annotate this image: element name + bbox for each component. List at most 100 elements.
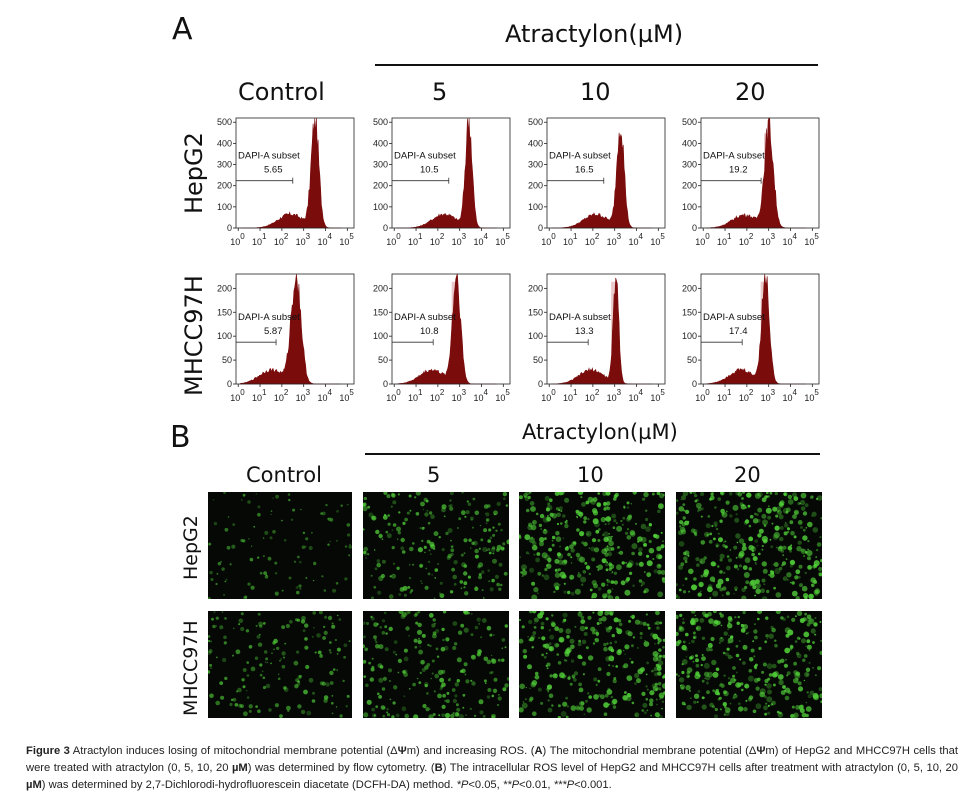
- fluorescent-cell: [427, 521, 431, 525]
- fluorescent-cell: [729, 702, 732, 705]
- fluorescent-cell: [719, 553, 725, 559]
- x-tick-exponent: 5: [505, 232, 510, 241]
- x-tick-label: 10: [783, 393, 793, 403]
- fluorescent-cell: [403, 695, 406, 698]
- fluorescent-cell: [800, 492, 807, 499]
- fluorescent-cell: [547, 502, 551, 506]
- fluorescent-cell: [654, 672, 658, 677]
- fluorescent-cell: [527, 636, 529, 638]
- fluorescent-cell: [642, 497, 646, 501]
- fluorescent-cell: [762, 568, 768, 574]
- fluorescent-cell: [614, 595, 620, 599]
- fluorescent-cell: [797, 501, 801, 506]
- fluorescent-cell: [371, 657, 374, 660]
- fluorescent-cell: [453, 642, 458, 646]
- fluorescent-cell: [765, 702, 768, 705]
- fluorescent-cell: [681, 495, 686, 501]
- fluorescent-cell: [258, 633, 261, 636]
- fluorescent-cell: [685, 632, 689, 637]
- fluorescent-cell: [402, 670, 406, 674]
- fluorescent-cell: [807, 565, 812, 570]
- fluorescent-cell: [711, 524, 714, 528]
- fluorescent-cell: [474, 625, 479, 630]
- fluorescent-cell: [470, 516, 474, 521]
- fluorescent-cell: [790, 544, 793, 547]
- x-tick-exponent: 5: [349, 388, 354, 397]
- fluorescent-cell: [208, 651, 212, 655]
- fluorescent-cell: [646, 661, 649, 665]
- caption-psi: Ψ: [756, 745, 766, 757]
- fluorescent-cell: [600, 694, 605, 700]
- fluorescent-cell: [476, 617, 481, 622]
- fluorescent-cell: [606, 584, 609, 586]
- fluorescent-cell: [223, 641, 227, 645]
- fluorescent-cell: [393, 685, 398, 690]
- fluorescent-cell: [694, 499, 698, 503]
- fluorescent-cell: [688, 568, 694, 575]
- fluorescent-cell: [585, 699, 588, 703]
- fluorescent-cell: [764, 683, 767, 686]
- fluorescent-cell: [694, 673, 701, 680]
- fluorescent-cell: [712, 705, 715, 709]
- gate-value: 5.87: [264, 326, 283, 337]
- fluorescent-cell: [717, 497, 721, 501]
- caption-text: Atractylon induces losing of mitochondri…: [69, 745, 398, 757]
- fluorescent-cell: [502, 687, 507, 692]
- fluorescent-cell: [741, 688, 744, 692]
- fluorescent-cell: [447, 678, 451, 682]
- fluorescent-cell: [342, 679, 345, 683]
- fluorescent-cell: [791, 617, 796, 622]
- fluorescent-cell: [580, 576, 587, 583]
- y-tick-label: 100: [373, 331, 388, 341]
- fluorescent-cell: [613, 519, 617, 523]
- y-tick-label: 100: [217, 331, 232, 341]
- fluorescent-cell: [426, 692, 429, 695]
- fluorescent-cell: [787, 499, 794, 505]
- fluorescent-cell: [694, 614, 697, 617]
- fluorescent-cell: [795, 615, 797, 618]
- fluorescent-cell: [718, 696, 722, 700]
- fluorescent-cell: [381, 559, 386, 564]
- fluorescent-cell: [257, 505, 261, 509]
- fluorescent-cell: [474, 586, 479, 591]
- fluorescent-cell: [456, 679, 460, 683]
- fluorescent-cell: [495, 529, 498, 532]
- fluorescent-cell: [222, 657, 227, 663]
- fluorescent-cell: [758, 646, 762, 650]
- fluorescent-cell: [419, 645, 421, 648]
- fluorescent-cell: [396, 526, 401, 532]
- y-tick-label: 500: [217, 117, 232, 127]
- x-tick-label: 10: [563, 237, 573, 247]
- histogram-mhcc97h-20: 0 50 100 150 200 10 0 10 1 10 2 10 3 10 4 10 5 DAPI-A sub…: [671, 268, 826, 408]
- column-header-5-a: 5: [432, 78, 448, 106]
- fluorescent-cell: [556, 522, 560, 526]
- fluorescent-cell: [721, 512, 725, 516]
- fluorescent-cell: [737, 492, 743, 497]
- fluorescent-cell: [474, 554, 479, 559]
- fluorescent-cell: [421, 582, 423, 585]
- fluorescent-cell: [523, 654, 528, 659]
- fluorescent-cell: [816, 495, 822, 501]
- fluorescent-cell: [491, 694, 495, 698]
- fluorescent-cell: [762, 662, 767, 667]
- fluorescent-cell: [577, 611, 583, 617]
- y-tick-label: 150: [682, 307, 697, 317]
- fluorescent-cell: [601, 616, 607, 622]
- fluorescent-cell: [600, 622, 602, 624]
- fluorescent-cell: [768, 673, 773, 677]
- fluorescent-cell: [648, 523, 652, 527]
- fluorescent-cell: [456, 713, 459, 716]
- fluorescent-cell: [695, 658, 699, 663]
- x-tick-exponent: 2: [749, 388, 754, 397]
- fluorescent-cell: [486, 695, 491, 699]
- fluorescent-cell: [224, 580, 227, 583]
- fluorescent-cell: [302, 629, 306, 633]
- fluorescent-cell: [370, 615, 373, 619]
- fluorescent-cell: [531, 594, 538, 599]
- fluorescent-cell: [697, 592, 702, 597]
- fluorescent-cell: [437, 669, 444, 675]
- fluorescent-cell: [644, 711, 647, 715]
- x-tick-label: 10: [386, 393, 396, 403]
- fluorescent-cell: [262, 685, 267, 690]
- fluorescent-cell: [226, 545, 231, 550]
